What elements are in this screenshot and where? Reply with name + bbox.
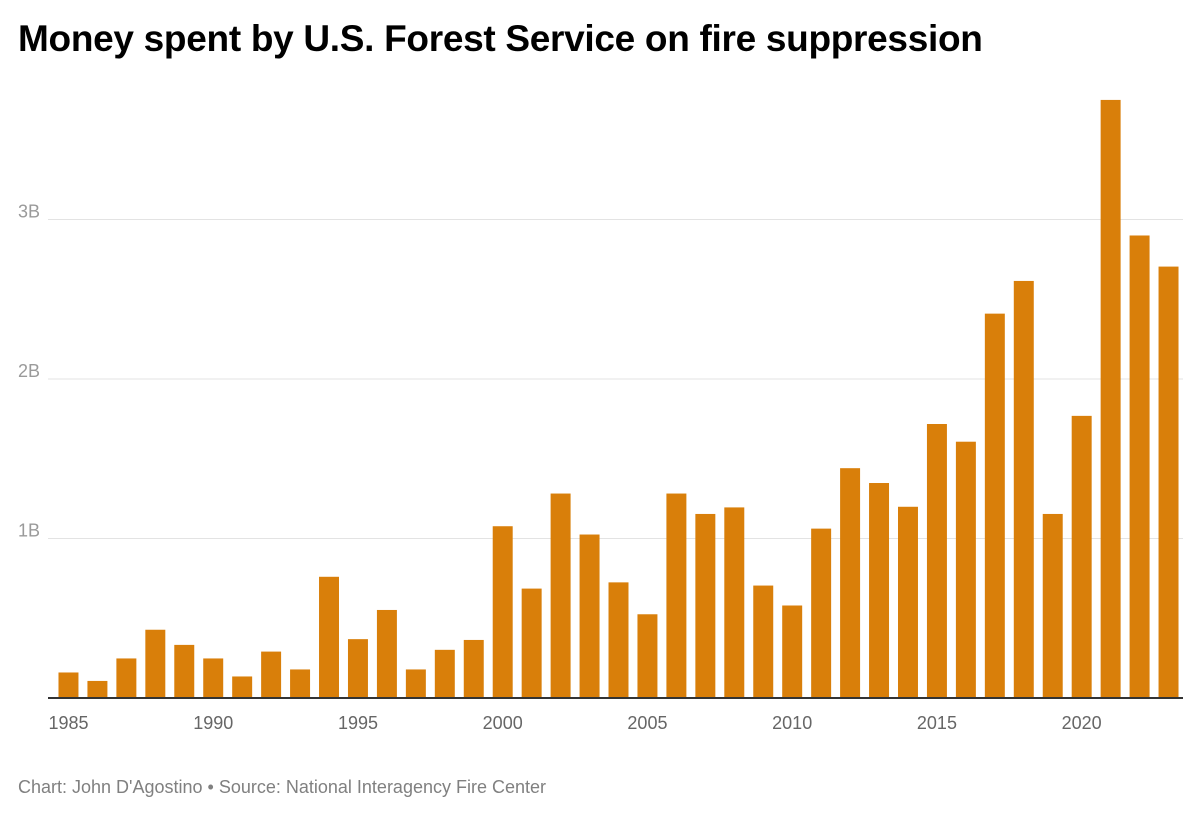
bar-2008	[724, 507, 745, 698]
bar-2010	[782, 605, 803, 698]
bar-2000	[492, 526, 513, 698]
bar-1991	[232, 676, 253, 698]
bar-2020	[1071, 415, 1092, 698]
bar-1999	[463, 639, 484, 698]
bar-2012	[840, 468, 861, 698]
bar-1989	[174, 644, 195, 698]
bar-2014	[897, 506, 918, 698]
bar-1996	[376, 609, 397, 698]
bar-2011	[811, 528, 832, 698]
bar-1987	[116, 658, 137, 698]
bar-2015	[926, 424, 947, 698]
bar-2017	[984, 313, 1005, 698]
y-tick-label: 1B	[18, 521, 40, 541]
x-tick-label: 2015	[917, 713, 957, 733]
bars	[58, 99, 1179, 698]
bar-2009	[753, 585, 774, 698]
bar-1986	[87, 680, 108, 698]
bar-2005	[637, 614, 658, 698]
bar-1993	[290, 669, 311, 698]
bar-2022	[1129, 235, 1150, 698]
x-tick-label: 2020	[1062, 713, 1102, 733]
y-tick-label: 3B	[18, 202, 40, 222]
bar-1998	[434, 649, 455, 698]
y-tick-label: 2B	[18, 361, 40, 381]
bar-2018	[1013, 280, 1034, 698]
x-tick-label: 1995	[338, 713, 378, 733]
bar-2019	[1042, 513, 1063, 698]
bar-2013	[869, 483, 890, 698]
axes: 1B 2B 3B 1985 1990 1995 2000 2005 2010 2015 2020	[18, 202, 1183, 733]
x-tick-label: 2010	[772, 713, 812, 733]
x-tick-label: 2005	[627, 713, 667, 733]
gridlines	[48, 219, 1183, 540]
bar-2006	[666, 493, 687, 698]
bar-2002	[550, 493, 571, 698]
bar-2021	[1100, 99, 1121, 698]
bar-1994	[319, 576, 340, 698]
bar-2007	[695, 513, 716, 698]
bar-2001	[521, 588, 542, 698]
bar-1985	[58, 672, 79, 698]
bar-2023	[1158, 266, 1179, 698]
bar-2016	[955, 441, 976, 698]
bar-1988	[145, 629, 166, 698]
bar-2003	[579, 534, 600, 698]
chart-footer: Chart: John D'Agostino • Source: Nationa…	[18, 777, 547, 797]
bar-2004	[608, 582, 629, 698]
bar-1995	[347, 639, 368, 698]
chart-title: Money spent by U.S. Forest Service on fi…	[18, 18, 983, 59]
x-tick-label: 1990	[193, 713, 233, 733]
bar-1990	[203, 658, 224, 698]
bar-1992	[261, 651, 282, 698]
x-tick-label: 1985	[48, 713, 88, 733]
bar-1997	[405, 669, 426, 698]
x-tick-label: 2000	[483, 713, 523, 733]
